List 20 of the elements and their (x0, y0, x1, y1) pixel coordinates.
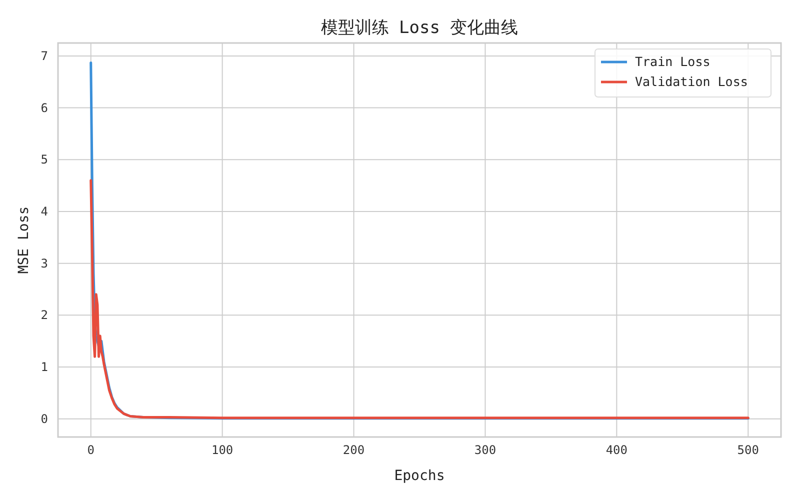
y-tick-label: 0 (40, 412, 48, 426)
y-axis-title: MSE Loss (16, 206, 32, 274)
x-tick-label: 100 (211, 443, 234, 457)
legend-label: Validation Loss (635, 74, 748, 89)
y-tick-label: 2 (40, 308, 48, 322)
y-tick-label: 6 (40, 100, 48, 115)
x-tick-label: 300 (474, 443, 496, 457)
x-tick-label: 500 (737, 443, 759, 457)
x-tick-label: 200 (342, 443, 365, 457)
y-tick-label: 3 (40, 256, 48, 270)
y-tick-label: 5 (40, 152, 48, 167)
x-tick-label: 0 (87, 443, 94, 457)
x-tick-label: 400 (606, 443, 628, 457)
y-tick-label: 7 (40, 48, 48, 63)
y-tick-label: 1 (40, 360, 48, 374)
line-series (90, 179, 750, 420)
x-axis-title: Epochs (394, 468, 445, 484)
chart-title: 模型训练 Loss 变化曲线 (320, 18, 518, 38)
legend-label: Train Loss (635, 54, 710, 69)
y-tick-label: 4 (40, 204, 48, 218)
